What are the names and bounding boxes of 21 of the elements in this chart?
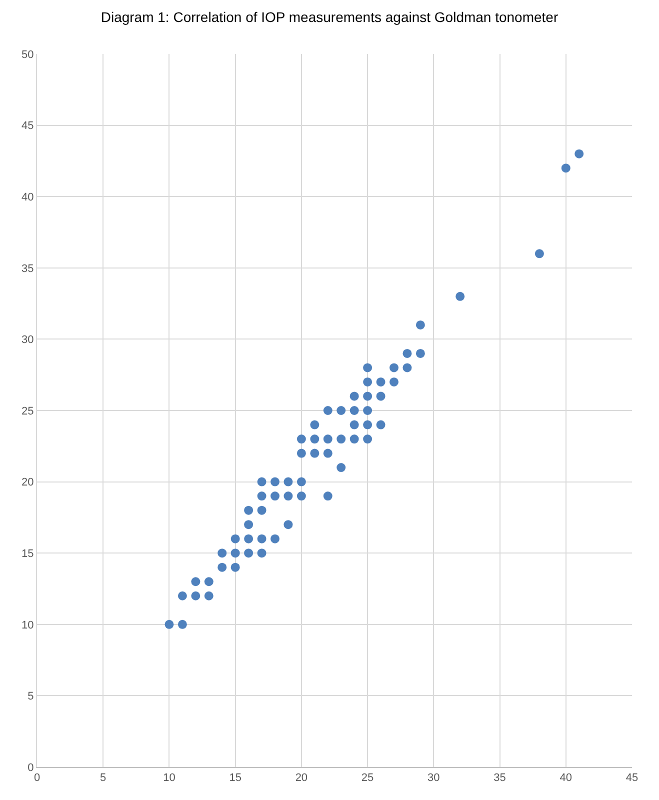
x-tick-label: 20 [295, 772, 308, 784]
y-tick-label: 25 [22, 405, 34, 418]
y-tick-label: 20 [22, 476, 34, 489]
x-tick-label: 45 [626, 772, 638, 784]
y-tick-label: 30 [22, 334, 34, 346]
y-tick-label: 45 [22, 120, 34, 132]
x-tick-label: 25 [361, 772, 374, 784]
x-tick-label: 15 [229, 772, 242, 784]
y-tick-label: 50 [22, 48, 34, 61]
y-tick-label: 35 [22, 262, 34, 275]
chart-title: Diagram 1: Correlation of IOP measurements against Goldman tonometer [100, 8, 558, 25]
y-tick-label: 0 [28, 762, 34, 774]
x-tick-label: 10 [163, 772, 176, 784]
x-tick-label: 35 [494, 772, 506, 784]
x-tick-label: 5 [100, 772, 106, 784]
y-tick-label: 10 [22, 619, 34, 632]
y-tick-label: 5 [28, 690, 34, 703]
y-tick-label: 40 [22, 191, 34, 204]
x-tick-label: 40 [560, 772, 572, 784]
x-tick-label: 30 [428, 772, 440, 784]
y-tick-label: 15 [22, 548, 34, 560]
